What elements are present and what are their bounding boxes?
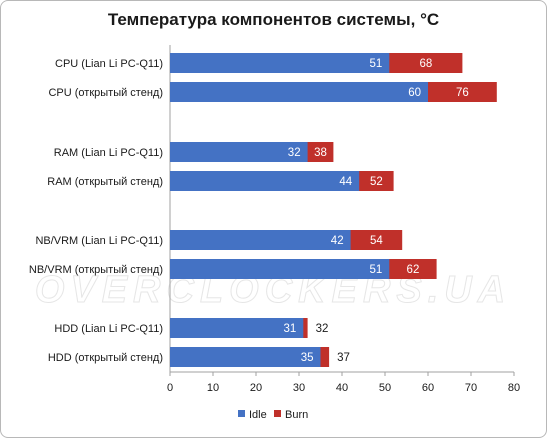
idle-bar xyxy=(170,318,304,338)
x-tick-label: 60 xyxy=(422,382,434,394)
category-label: HDD (Lian Li PC-Q11) xyxy=(54,323,163,335)
x-tick-label: 50 xyxy=(379,382,391,394)
category-label: CPU (Lian Li PC-Q11) xyxy=(55,58,163,70)
burn-value-label: 54 xyxy=(370,235,383,247)
idle-value-label: 35 xyxy=(301,352,314,364)
legend-swatch xyxy=(238,410,245,417)
category-label: NB/VRM (открытый стенд) xyxy=(29,264,163,276)
burn-value-label: 32 xyxy=(316,323,329,335)
burn-value-label: 76 xyxy=(456,87,469,99)
x-tick-label: 80 xyxy=(508,382,520,394)
idle-value-label: 31 xyxy=(284,323,297,335)
idle-value-label: 44 xyxy=(339,176,352,188)
category-label: RAM (Lian Li PC-Q11) xyxy=(54,147,163,159)
idle-bar xyxy=(170,347,321,367)
burn-value-label: 38 xyxy=(314,147,327,159)
idle-value-label: 51 xyxy=(370,264,383,276)
x-tick-label: 0 xyxy=(167,382,173,394)
idle-bar xyxy=(170,142,308,162)
category-label: CPU (открытый стенд) xyxy=(48,87,163,99)
burn-value-label: 68 xyxy=(419,58,432,70)
x-tick-label: 40 xyxy=(336,382,348,394)
idle-value-label: 42 xyxy=(331,235,344,247)
burn-value-label: 37 xyxy=(337,352,350,364)
idle-value-label: 32 xyxy=(288,147,301,159)
x-tick-label: 70 xyxy=(465,382,477,394)
burn-value-label: 52 xyxy=(370,176,383,188)
idle-bar xyxy=(170,53,390,73)
category-label: NB/VRM (Lian Li PC-Q11) xyxy=(35,235,163,247)
idle-bar xyxy=(170,259,390,279)
x-tick-label: 10 xyxy=(207,382,219,394)
category-label: HDD (открытый стенд) xyxy=(48,352,163,364)
x-tick-label: 30 xyxy=(293,382,305,394)
legend-label: Burn xyxy=(285,409,308,421)
category-label: RAM (открытый стенд) xyxy=(47,176,163,188)
idle-value-label: 51 xyxy=(370,58,383,70)
legend-swatch xyxy=(274,410,281,417)
x-tick-label: 20 xyxy=(250,382,262,394)
idle-bar xyxy=(170,230,351,250)
burn-value-label: 62 xyxy=(407,264,420,276)
idle-bar xyxy=(170,82,428,102)
chart-title: Температура компонентов системы, °C xyxy=(107,10,440,29)
idle-value-label: 60 xyxy=(408,87,421,99)
legend-label: Idle xyxy=(249,409,267,421)
idle-bar xyxy=(170,171,360,191)
